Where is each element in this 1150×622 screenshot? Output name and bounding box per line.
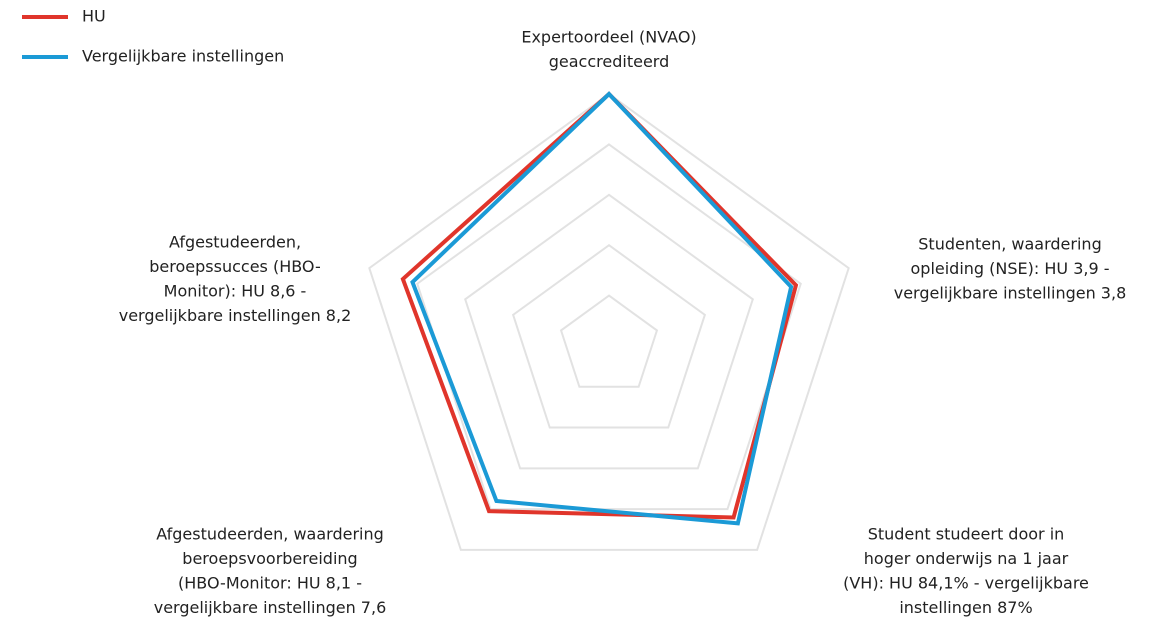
axis-label: Expertoordeel (NVAO) xyxy=(521,28,696,47)
axis-label: Student studeert door in xyxy=(868,525,1065,544)
axis-label: (VH): HU 84,1% - vergelijkbare xyxy=(843,574,1089,593)
axis-label: Monitor): HU 8,6 - xyxy=(164,282,307,301)
legend-label: Vergelijkbare instellingen xyxy=(82,47,284,66)
grid-ring xyxy=(511,243,707,429)
axis-label: beroepsvoorbereiding xyxy=(182,549,357,568)
axis-label: vergelijkbare instellingen 8,2 xyxy=(119,306,352,325)
axis-label: Studenten, waardering xyxy=(918,235,1101,254)
series-line xyxy=(400,91,799,520)
axis-label: vergelijkbare instellingen 3,8 xyxy=(894,284,1127,303)
axis-label: geaccrediteerd xyxy=(549,52,669,71)
grid-ring xyxy=(464,193,754,470)
axis-label: beroepssucces (HBO- xyxy=(149,257,320,276)
axis-label: instellingen 87% xyxy=(899,598,1032,617)
axis-label: hoger onderwijs na 1 jaar xyxy=(864,549,1069,568)
axis-label: Afgestudeerden, xyxy=(169,233,301,252)
legend-label: HU xyxy=(82,7,106,26)
axis-label: (HBO-Monitor: HU 8,1 - xyxy=(178,574,362,593)
axis-label: Afgestudeerden, waardering xyxy=(156,525,384,544)
grid-ring xyxy=(368,92,850,551)
grid-ring xyxy=(559,294,659,388)
axis-label: opleiding (NSE): HU 3,9 - xyxy=(911,259,1110,278)
series-line xyxy=(410,91,794,526)
axis-label: vergelijkbare instellingen 7,6 xyxy=(154,598,387,617)
